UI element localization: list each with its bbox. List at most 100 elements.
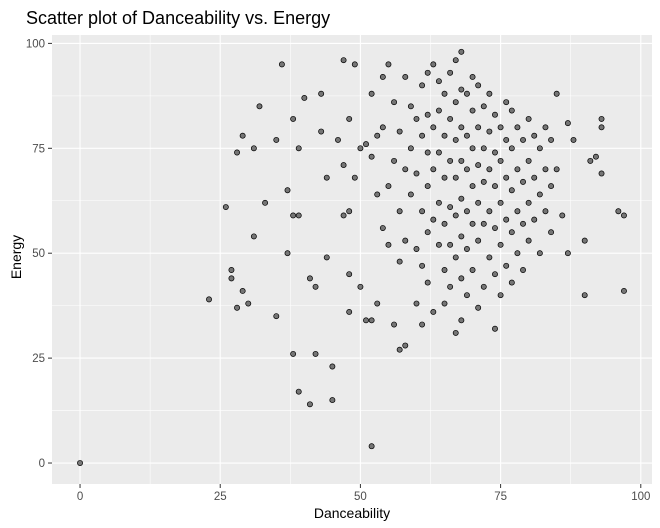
data-point [469,74,476,80]
data-point [503,99,510,106]
data-point [234,149,240,156]
data-point [402,166,409,173]
data-point [464,90,470,97]
data-point [497,157,504,164]
data-point [435,149,442,156]
data-point [525,157,532,164]
data-point [430,61,437,68]
data-point [402,342,409,349]
data-point [469,183,476,190]
data-point [239,288,246,294]
data-point [435,241,442,248]
data-point [424,69,431,76]
data-point [464,166,470,173]
data-point [508,229,515,236]
data-point [486,208,493,215]
data-point [335,136,341,143]
data-point [475,82,482,89]
data-point [486,128,493,135]
data-point [503,262,510,269]
data-point [284,187,291,194]
data-point [452,212,459,219]
data-point [458,275,465,282]
data-point [396,208,403,215]
data-point [452,99,459,106]
data-point [514,166,521,173]
data-point [278,61,285,68]
data-point [402,74,409,80]
data-point [385,241,392,248]
data-point [520,267,526,273]
data-point [508,107,515,114]
data-point [621,212,627,219]
data-point [464,292,470,299]
data-point [368,317,375,324]
y-axis-ticks: 0 25 50 75 100 [26,38,52,470]
data-point [329,397,336,404]
data-point [475,162,482,169]
y-tick-label: 100 [26,38,45,50]
data-point [402,237,409,244]
x-tick-label: 25 [214,491,227,503]
data-point [363,317,369,324]
data-point [452,254,459,261]
data-point [374,132,381,139]
data-point [508,145,515,152]
y-tick-label: 25 [32,353,45,365]
data-point [458,195,465,202]
data-point [598,124,605,131]
data-point [306,275,313,282]
data-point [385,183,392,190]
data-point [497,241,504,248]
data-point [290,212,297,219]
data-point [290,115,297,122]
data-point [480,178,487,185]
data-point [458,157,465,164]
data-point [250,233,257,240]
data-point [598,170,605,177]
data-point [503,174,510,181]
data-point [452,57,459,64]
data-point [430,166,437,173]
data-point [520,178,526,185]
data-point [245,300,252,307]
data-point [492,225,498,231]
data-point [284,250,291,257]
data-point [407,103,414,110]
data-point [447,115,454,122]
data-point [435,199,442,206]
data-point [564,120,571,127]
data-point [340,57,347,64]
data-point [480,220,487,227]
y-tick-label: 50 [32,248,45,260]
data-point [581,292,588,299]
data-point [458,233,465,240]
x-axis-title: Danceability [314,505,390,521]
data-point [430,124,437,131]
data-point [447,204,454,210]
data-point [464,246,470,252]
data-point [363,141,369,148]
data-point [475,124,482,131]
plot-panel [52,35,652,484]
data-point [458,48,465,55]
data-point [391,321,398,328]
x-tick-label: 0 [77,491,83,503]
data-point [458,124,465,131]
data-point [480,103,487,110]
data-point [441,174,448,181]
data-point [340,162,347,169]
data-point [424,183,431,190]
data-point [77,460,83,466]
data-point [486,254,493,261]
data-point [452,136,459,143]
data-point [514,124,521,131]
data-point [396,346,403,353]
data-point [379,225,386,231]
data-point [469,107,476,114]
data-point [435,78,442,85]
data-point [441,300,448,307]
data-point [430,309,437,315]
chart-title: Scatter plot of Danceability vs. Energy [26,8,330,28]
data-point [295,388,302,395]
